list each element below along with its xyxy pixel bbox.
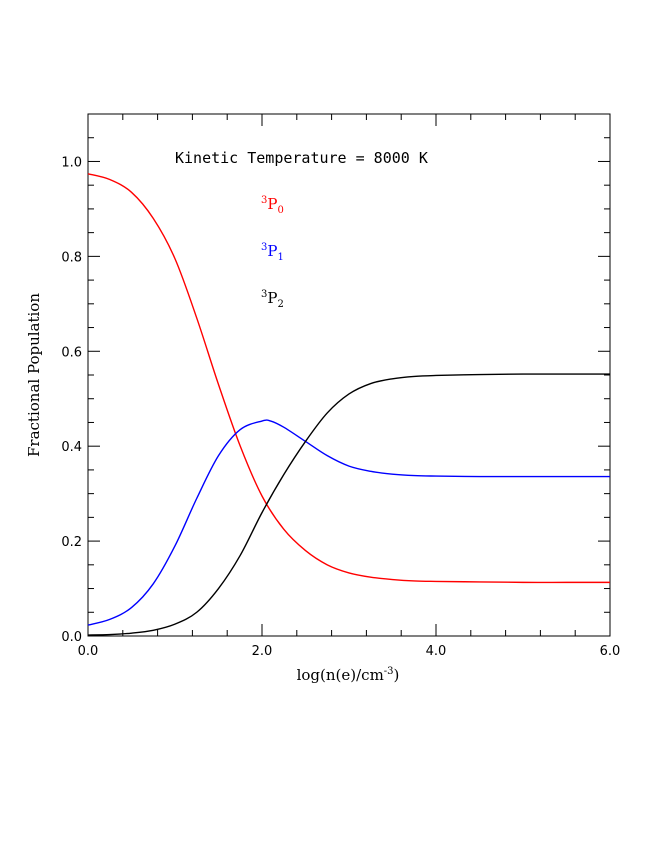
legend-sub: 1 bbox=[277, 252, 283, 263]
y-tick-label: 0.4 bbox=[61, 440, 82, 455]
legend-label-3P1: 3P1 bbox=[261, 242, 284, 263]
plot-frame bbox=[87, 113, 611, 637]
x-axis-label-tail: ) bbox=[394, 666, 400, 684]
y-tick-label: 1.0 bbox=[61, 155, 82, 170]
y-tick-label: 0.6 bbox=[61, 345, 82, 360]
y-tick-label: 0.8 bbox=[61, 250, 82, 265]
x-axis-label-main: log(n(e)/cm bbox=[297, 666, 384, 684]
legend-base: P bbox=[267, 289, 277, 307]
legend-base: P bbox=[267, 242, 277, 260]
y-tick-label: 0.0 bbox=[61, 630, 82, 645]
x-tick-label: 2.0 bbox=[252, 644, 273, 659]
x-tick-label: 4.0 bbox=[426, 644, 447, 659]
ticks-group bbox=[87, 113, 611, 637]
x-axis-label: log(n(e)/cm-3) bbox=[297, 666, 400, 684]
x-tick-label: 6.0 bbox=[600, 644, 621, 659]
legend-base: P bbox=[267, 195, 277, 213]
legend-sub: 2 bbox=[277, 299, 283, 310]
legend-sup: 3 bbox=[261, 195, 267, 206]
y-axis-label: Fractional Population bbox=[25, 293, 43, 457]
legend-label-3P2: 3P2 bbox=[261, 289, 284, 310]
series-line-3P2 bbox=[87, 373, 610, 636]
annotation-kinetic-temperature: Kinetic Temperature = 8000 K bbox=[175, 149, 428, 167]
series-line-3P1 bbox=[87, 419, 610, 626]
plot-frame-group bbox=[87, 113, 611, 637]
tick-labels-group: 0.0 2.0 4.0 6.0 0.0 0.2 0.4 0.6 0.8 1.0 bbox=[61, 155, 620, 659]
series-group bbox=[87, 173, 610, 636]
legend-sup: 3 bbox=[261, 242, 267, 253]
legend-label-3P0: 3P0 bbox=[261, 195, 284, 216]
legend-sub: 0 bbox=[277, 205, 283, 216]
legend-sup: 3 bbox=[261, 289, 267, 300]
series-line-3P0 bbox=[87, 173, 610, 584]
y-tick-label: 0.2 bbox=[61, 535, 82, 550]
x-tick-label: 0.0 bbox=[78, 644, 99, 659]
x-axis-label-sup: -3 bbox=[384, 666, 394, 677]
